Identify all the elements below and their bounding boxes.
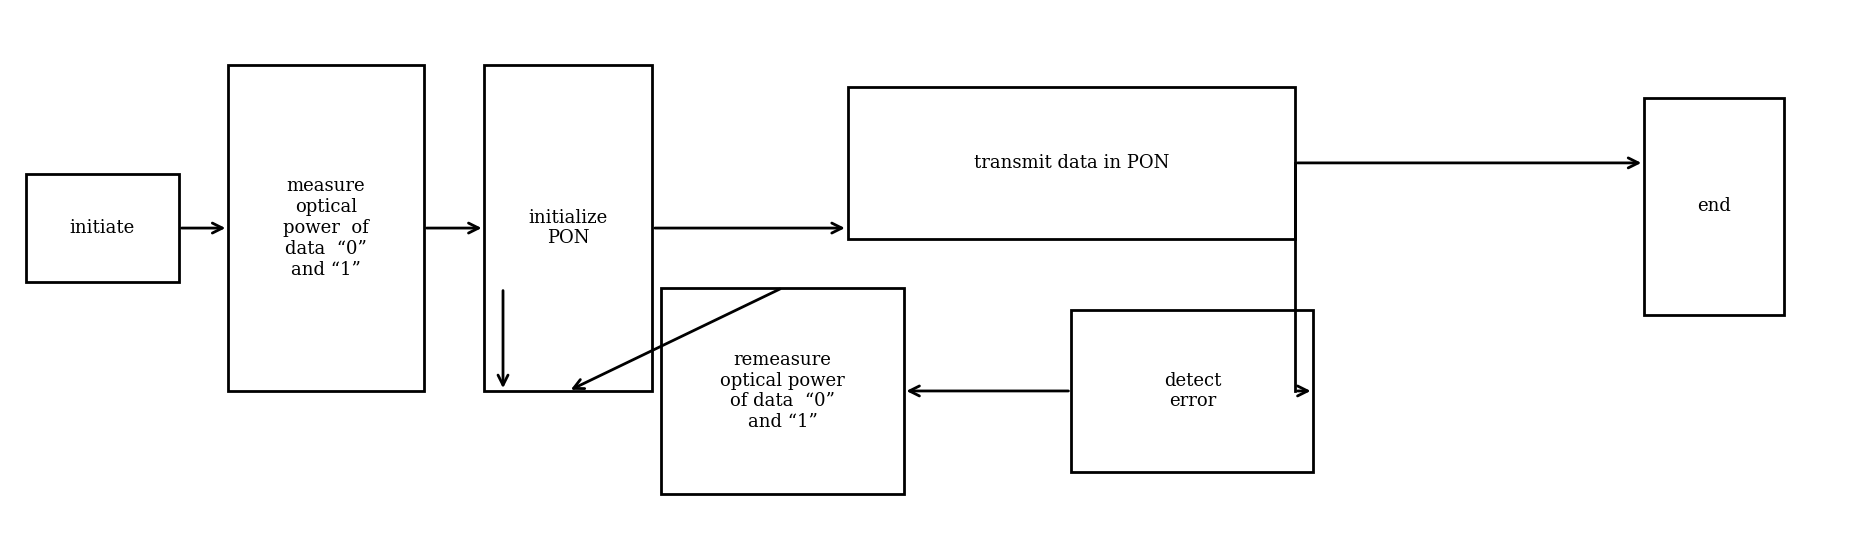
FancyBboxPatch shape: [484, 65, 652, 391]
FancyBboxPatch shape: [1071, 310, 1313, 472]
Text: transmit data in PON: transmit data in PON: [974, 154, 1168, 172]
Text: initialize
PON: initialize PON: [529, 209, 607, 248]
Text: detect
error: detect error: [1164, 371, 1220, 411]
FancyBboxPatch shape: [661, 288, 904, 494]
FancyBboxPatch shape: [848, 87, 1295, 239]
FancyBboxPatch shape: [1645, 98, 1785, 315]
FancyBboxPatch shape: [26, 174, 179, 282]
FancyBboxPatch shape: [227, 65, 423, 391]
Text: initiate: initiate: [69, 219, 136, 237]
Text: remeasure
optical power
of data  “0”
and “1”: remeasure optical power of data “0” and …: [721, 351, 844, 431]
Text: measure
optical
power  of
data  “0”
and “1”: measure optical power of data “0” and “1…: [283, 178, 369, 279]
Text: end: end: [1697, 197, 1731, 216]
